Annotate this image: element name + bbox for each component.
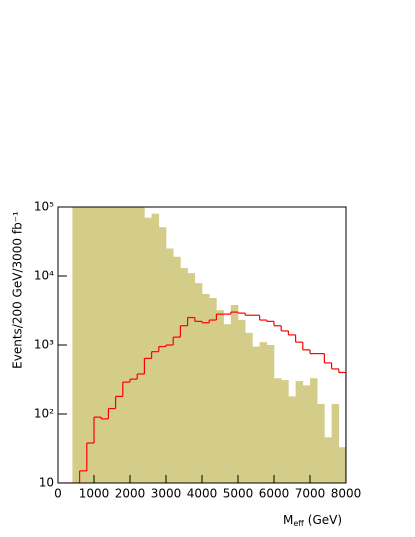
histogram-bar: [187, 273, 196, 483]
histogram-bar: [302, 385, 311, 483]
y-tick-label: 10⁴: [34, 269, 54, 283]
x-tick-label: 5000: [223, 487, 254, 501]
histogram-bar: [86, 207, 95, 483]
x-label-unit: (GeV): [308, 513, 342, 527]
histogram-bar: [151, 213, 160, 483]
histogram-bar: [252, 346, 260, 483]
histogram-bar: [94, 207, 102, 483]
histogram-bar: [180, 268, 188, 483]
x-tick-label: 4000: [187, 487, 218, 501]
histogram-bar: [194, 283, 203, 483]
x-axis-label: Meff (GeV): [283, 513, 342, 528]
histogram-bar: [216, 310, 224, 483]
x-tick-label: 3000: [151, 487, 182, 501]
x-tick-label: 8000: [331, 487, 362, 501]
histogram-bar: [223, 324, 232, 483]
y-tick-label: 10⁵: [34, 200, 54, 214]
histogram-bar: [144, 217, 152, 483]
histogram-bar: [338, 447, 346, 483]
histogram-bar: [266, 345, 275, 483]
histogram-bar: [202, 293, 210, 483]
histogram-bar: [245, 332, 253, 483]
x-tick-label: 2000: [115, 487, 146, 501]
histogram-bar: [158, 227, 167, 483]
x-tick-label: 0: [54, 487, 62, 501]
histogram-bar: [209, 297, 217, 483]
histogram-bar: [295, 381, 304, 483]
histogram-bar: [331, 403, 340, 483]
histogram-bar: [79, 207, 88, 483]
histogram-bar: [166, 248, 174, 483]
y-axis-label: Events/200 GeV/3000 fb⁻¹: [11, 211, 25, 369]
x-label-main: M: [283, 513, 293, 527]
histogram-bar: [324, 437, 332, 483]
histogram-bar: [259, 342, 268, 483]
histogram-bar: [108, 207, 116, 483]
histogram-bar: [274, 378, 282, 483]
histogram-bar: [317, 403, 325, 483]
x-label-subscript: eff: [293, 519, 304, 528]
histogram-bar: [115, 207, 124, 483]
histogram-bar: [137, 207, 145, 483]
histogram-bar: [230, 304, 239, 483]
histogram-bar: [101, 207, 109, 483]
y-tick-label: 10³: [34, 338, 54, 352]
plot-area: [58, 207, 346, 483]
y-tick-label: 10²: [34, 407, 54, 421]
histogram-bar: [173, 256, 181, 483]
x-tick-label: 7000: [295, 487, 326, 501]
histogram-bar: [122, 207, 131, 483]
y-tick-label: 10: [39, 476, 54, 490]
histogram-bar: [130, 207, 138, 483]
x-tick-label: 6000: [259, 487, 290, 501]
histogram-bar: [72, 207, 80, 483]
histogram-bar: [281, 380, 289, 483]
histogram-bar: [238, 320, 246, 483]
histogram-bar: [288, 396, 296, 483]
histogram-bar: [310, 378, 318, 483]
x-tick-label: 1000: [79, 487, 110, 501]
